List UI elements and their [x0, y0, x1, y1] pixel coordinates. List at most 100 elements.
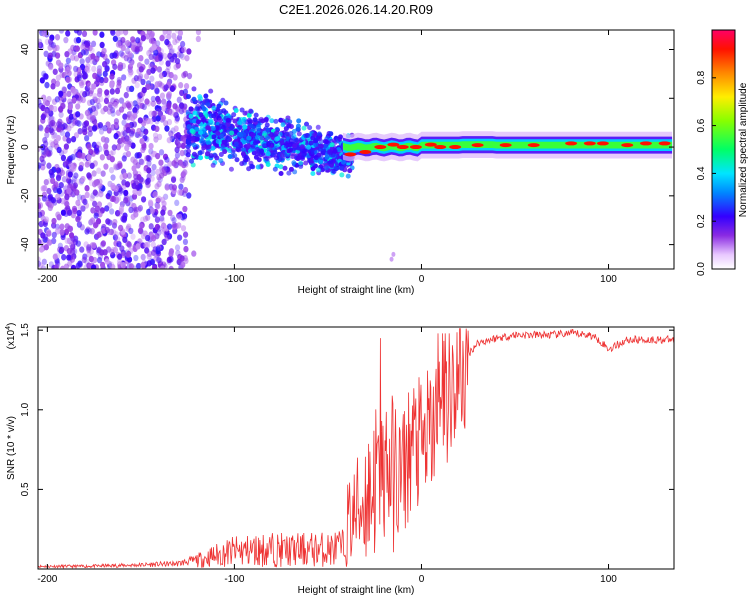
spectrogram-noise-cell: [59, 129, 65, 136]
spectrogram-noise-cell: [145, 181, 151, 189]
spectrogram-noise-cell: [128, 131, 135, 138]
spectrogram-band-cell: [255, 146, 261, 152]
spectrogram-band-cell: [265, 161, 271, 167]
spectrogram-noise-cell: [154, 223, 161, 231]
spectrogram-band-cell: [253, 112, 259, 118]
spectrogram-noise-cell: [84, 85, 90, 92]
spectrogram-noise-cell: [149, 207, 155, 215]
spectrogram-noise-cell: [182, 70, 189, 78]
spectrogram-y-tick-label: -40: [20, 237, 31, 252]
spectrogram-noise-cell: [171, 32, 177, 40]
spectrogram-band-cell: [264, 156, 270, 162]
spectrogram-noise-cell: [112, 218, 118, 226]
spectrogram-noise-cell: [156, 66, 163, 73]
spectrogram-band-cell: [306, 144, 312, 150]
spectrogram-noise-cell: [84, 85, 91, 92]
spectrogram-band-cell: [256, 157, 262, 163]
spectrogram-noise-cell: [168, 72, 174, 79]
spectrogram-noise-cell: [75, 111, 81, 118]
spectrogram-noise-cell: [52, 253, 58, 260]
spectrogram-band-cell: [290, 153, 296, 159]
spectrogram-noise-cell: [48, 126, 54, 134]
spectrogram-noise-cell: [79, 246, 85, 253]
spectrogram-noise-cell: [89, 114, 96, 122]
spectrogram-noise-cell: [60, 265, 66, 269]
spectrogram-noise-cell: [87, 125, 93, 133]
spectrogram-noise-cell: [159, 215, 165, 222]
spectrogram-noise-cell: [81, 256, 87, 264]
spectrogram-noise-cell: [80, 205, 86, 212]
spectrogram-noise-cell: [104, 89, 110, 96]
spectrogram-noise-cell: [154, 87, 160, 95]
spectrogram-noise-cell: [155, 197, 161, 204]
spectrogram-band-cell: [287, 147, 293, 153]
spectrogram-noise-cell: [79, 81, 85, 89]
spectrogram-noise-cell: [89, 162, 95, 169]
spectrogram-noise-cell: [67, 103, 73, 111]
spectrogram-noise-cell: [120, 262, 127, 269]
spectrogram-noise-cell: [139, 177, 145, 185]
snr-x-tick-label: -200: [37, 574, 57, 585]
spectrogram-peak-cell: [471, 143, 484, 148]
spectrogram-noise-cell: [182, 238, 189, 246]
spectrogram-noise-cell: [146, 260, 152, 267]
spectrogram-noise-cell: [50, 42, 56, 49]
spectrogram-band-cell: [260, 118, 266, 124]
spectrogram-noise-cell: [148, 32, 155, 39]
spectrogram-noise-cell: [156, 225, 162, 232]
spectrogram-noise-cell: [67, 171, 73, 178]
spectrogram-noise-cell: [70, 248, 76, 255]
spectrogram-band-cell: [252, 117, 258, 123]
spectrogram-noise-cell: [157, 110, 164, 117]
spectrogram-noise-cell: [80, 78, 87, 86]
spectrogram-band-cell: [296, 131, 302, 137]
spectrogram-band-cell: [345, 173, 351, 179]
spectrogram-noise-cell: [150, 169, 156, 177]
spectrogram-noise-cell: [54, 259, 60, 266]
spectrogram-peak-cell: [658, 141, 671, 146]
spectrogram-noise-cell: [64, 201, 70, 208]
spectrogram-noise-cell: [99, 41, 105, 49]
spectrogram-noise-cell: [156, 66, 162, 73]
spectrogram-band-cell: [186, 135, 192, 141]
spectrogram-band-cell: [310, 166, 316, 172]
spectrogram-noise-cell: [80, 175, 86, 183]
spectrogram-noise-cell: [76, 97, 83, 104]
spectrogram-noise-cell: [155, 246, 161, 253]
spectrogram-band-cell: [241, 147, 247, 153]
spectrogram-band-cell: [339, 165, 345, 171]
spectrogram-noise-cell: [38, 262, 44, 269]
spectrogram-noise-cell: [99, 249, 105, 256]
spectrogram-noise-cell: [135, 243, 141, 250]
spectrogram-noise-cell: [116, 162, 123, 170]
spectrogram-band-cell: [192, 118, 198, 124]
spectrogram-noise-cell: [136, 75, 143, 82]
spectrogram-noise-cell: [130, 233, 136, 240]
spectrogram-band-cell: [206, 140, 212, 146]
spectrogram-noise-cell: [147, 199, 154, 206]
spectrogram-band-cell: [215, 138, 221, 144]
spectrogram-noise-cell: [168, 265, 174, 269]
spectrogram-noise-cell: [148, 142, 154, 150]
spectrogram-noise-cell: [43, 108, 49, 115]
spectrogram-x-tick-label: 100: [600, 274, 617, 285]
spectrogram-band-cell: [324, 165, 330, 171]
spectrogram-noise-cell: [89, 46, 95, 54]
spectrogram-noise-cell: [51, 217, 57, 225]
spectrogram-noise-cell: [41, 195, 48, 202]
spectrogram-frame: [37, 29, 675, 270]
spectrogram-noise-cell: [82, 121, 88, 128]
spectrogram-x-tick-label: -200: [37, 274, 57, 285]
spectrogram-band-cell: [225, 122, 231, 128]
spectrogram-noise-cell: [151, 163, 157, 171]
spectrogram-band-cell: [191, 96, 197, 102]
spectrogram-noise-cell: [150, 67, 156, 74]
spectrogram-noise-cell: [163, 120, 169, 127]
spectrogram-noise-cell: [170, 47, 176, 55]
spectrogram-noise-cell: [95, 76, 102, 83]
snr-x-tick-label: -100: [224, 574, 244, 585]
spectrogram-noise-cell: [140, 78, 146, 86]
spectrogram-noise-cell: [174, 199, 180, 207]
spectrogram-noise-cell: [97, 182, 103, 190]
spectrogram-noise-cell: [92, 222, 99, 229]
